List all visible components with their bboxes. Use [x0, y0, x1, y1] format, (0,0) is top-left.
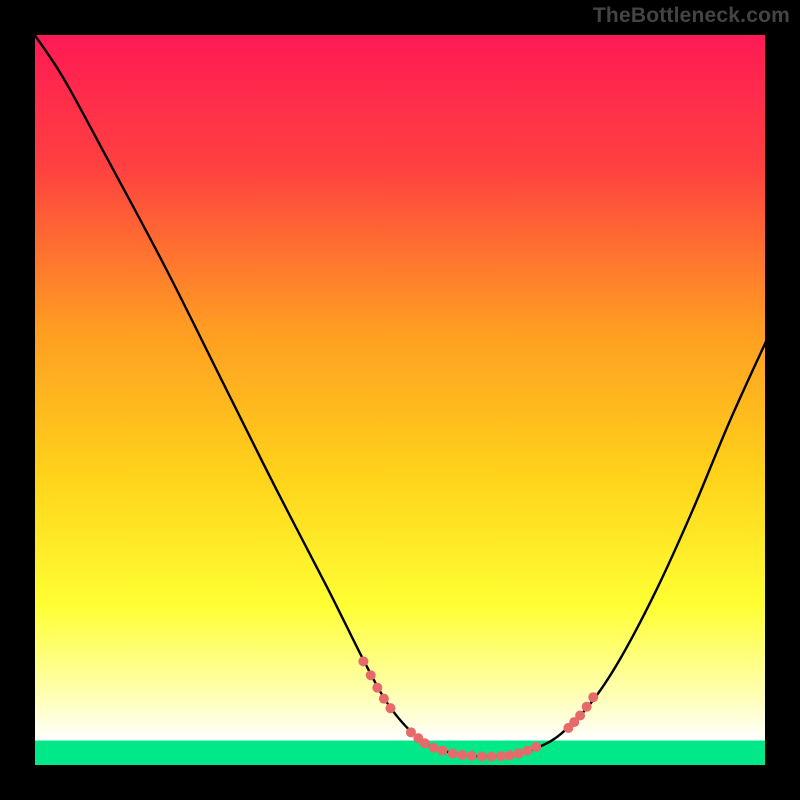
bottleneck-marker	[437, 746, 447, 756]
plot-background	[34, 34, 766, 766]
bottleneck-marker	[477, 751, 487, 761]
bottleneck-marker	[448, 749, 458, 759]
bottleneck-marker	[385, 703, 395, 713]
bottleneck-marker	[514, 749, 524, 759]
bottleneck-marker	[496, 751, 506, 761]
bottleneck-plot	[0, 0, 800, 800]
bottleneck-marker	[487, 751, 497, 761]
bottleneck-marker	[582, 702, 592, 712]
bottleneck-marker	[358, 656, 368, 666]
chart-root: TheBottleneck.com	[0, 0, 800, 800]
bottleneck-marker	[457, 750, 467, 760]
bottleneck-marker	[366, 670, 376, 680]
bottleneck-marker	[575, 710, 585, 720]
bottleneck-marker	[522, 746, 532, 756]
bottleneck-marker	[420, 738, 430, 748]
bottleneck-marker	[505, 750, 515, 760]
bottleneck-marker	[372, 683, 382, 693]
bottleneck-marker	[429, 743, 439, 753]
bottleneck-marker	[588, 692, 598, 702]
bottleneck-marker	[379, 694, 389, 704]
bottleneck-marker	[467, 751, 477, 761]
bottleneck-marker	[531, 742, 541, 752]
